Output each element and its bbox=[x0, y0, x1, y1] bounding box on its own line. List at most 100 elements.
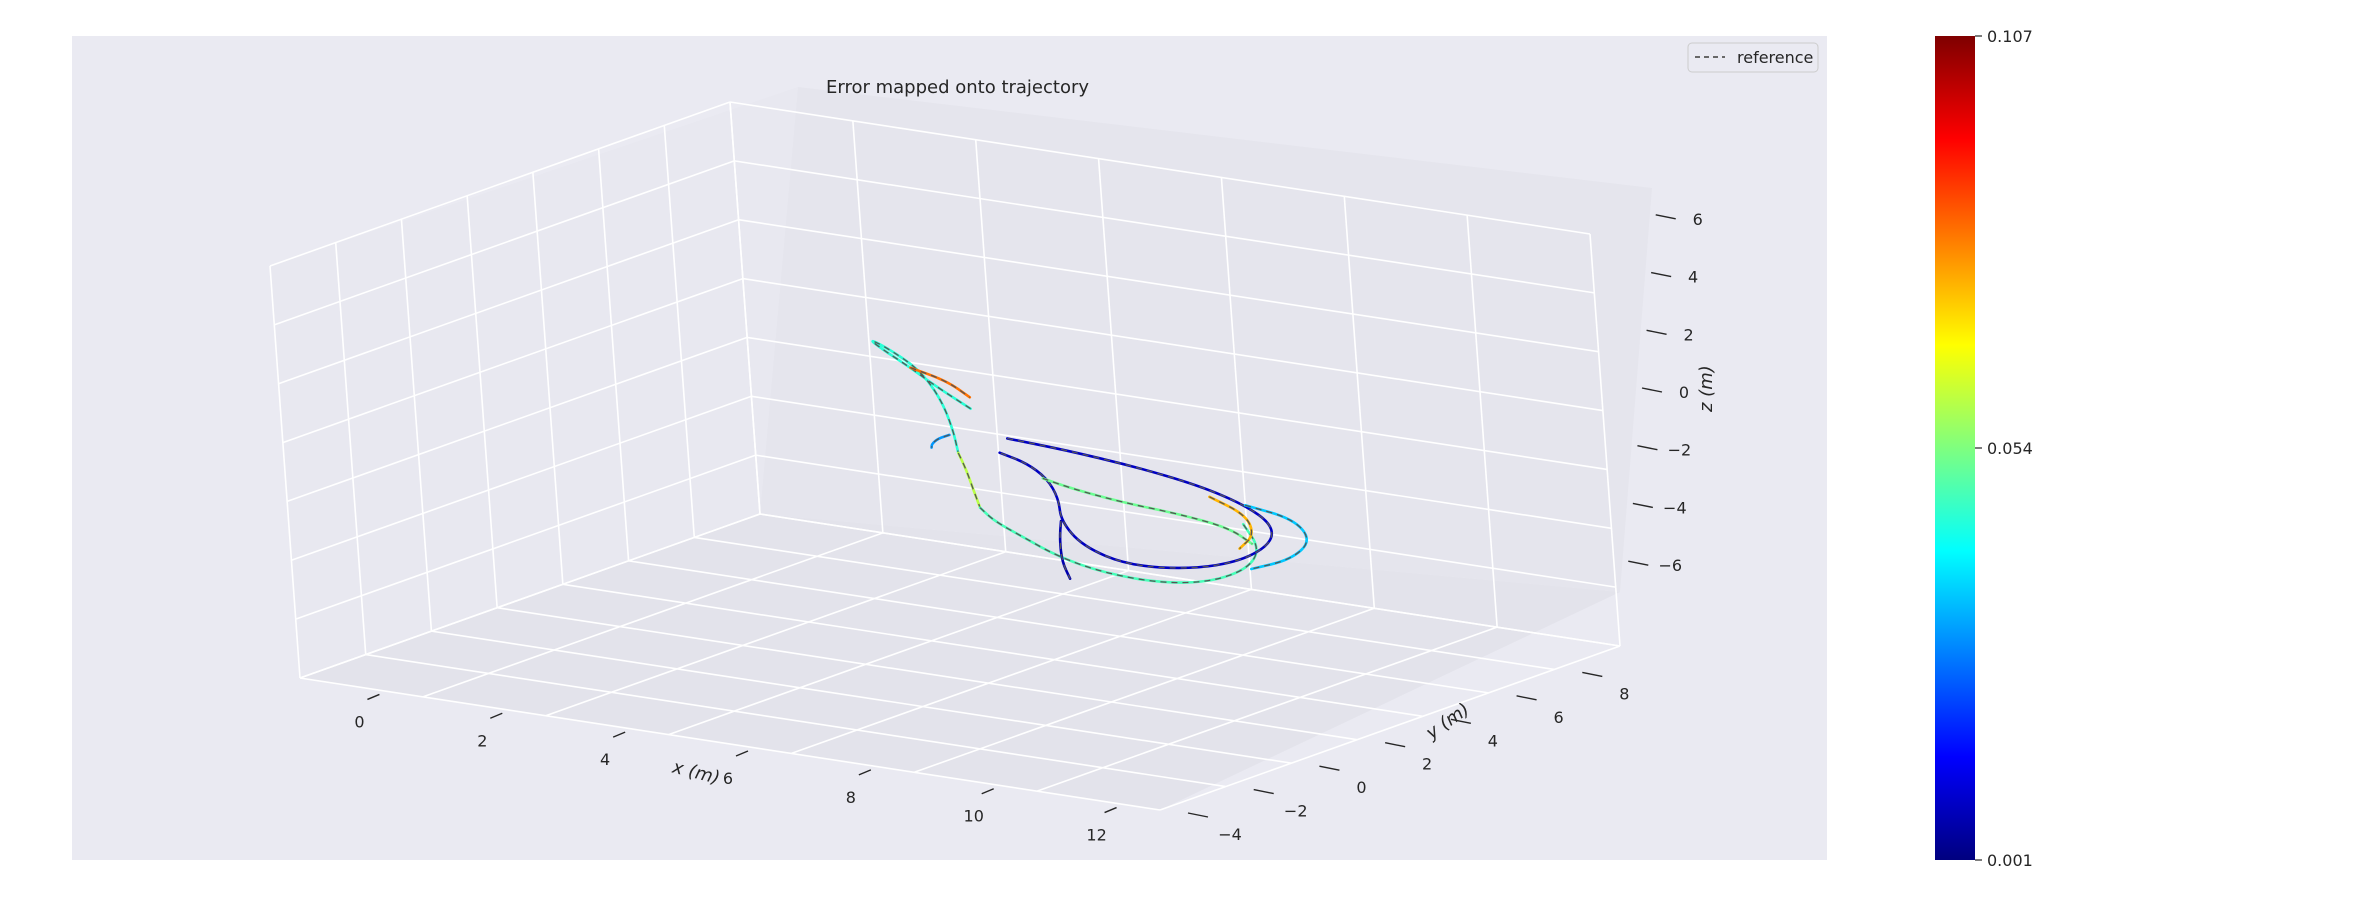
grid-lines bbox=[269, 101, 1621, 811]
back-wall-grid-z bbox=[755, 454, 1616, 588]
z-axis-label: z (m) bbox=[1696, 365, 1717, 413]
y-tick-label: 0 bbox=[1356, 778, 1366, 797]
left-wall-grid-z bbox=[269, 101, 731, 267]
legend: reference bbox=[1687, 42, 1819, 73]
reference-segment-outer-loop-a bbox=[872, 340, 971, 454]
back-wall-grid-x bbox=[1466, 215, 1498, 628]
x-tick-mark bbox=[612, 731, 626, 738]
z-tick-label: −4 bbox=[1663, 498, 1687, 517]
y-tick-mark bbox=[1450, 718, 1471, 724]
x-tick-mark bbox=[1104, 806, 1117, 814]
z-tick-label: 6 bbox=[1693, 210, 1703, 229]
reference-segment-blue-loop bbox=[999, 437, 1273, 569]
colorbar-label-mid: 0.054 bbox=[1987, 439, 2033, 458]
x-tick-mark bbox=[735, 750, 749, 757]
floor-grid-x bbox=[545, 550, 1006, 717]
z-tick-mark bbox=[1637, 445, 1658, 451]
floor-grid-x bbox=[914, 607, 1375, 774]
x-tick-label: 2 bbox=[477, 731, 487, 750]
back-pane-right bbox=[760, 87, 1652, 592]
x-tick-mark bbox=[981, 788, 994, 795]
y-axis-ticks: −4 −2 0 2 4 6 8 bbox=[1187, 671, 1629, 844]
reference-segment-inner-green bbox=[1042, 477, 1253, 545]
y-tick-mark bbox=[1187, 812, 1209, 818]
left-wall-grid-y bbox=[269, 265, 301, 679]
y-tick-mark bbox=[1319, 765, 1340, 771]
trajectory bbox=[871, 339, 1308, 584]
back-wall-grid-z bbox=[751, 395, 1612, 530]
legend-box bbox=[1687, 42, 1819, 73]
reference-segment-left-hook bbox=[930, 434, 950, 448]
x-tick-mark bbox=[367, 693, 380, 701]
floor-grid-y bbox=[628, 560, 1489, 694]
x-tick-label: 10 bbox=[964, 807, 984, 826]
back-wall-grid-z bbox=[734, 160, 1595, 294]
floor-grid-y bbox=[694, 536, 1555, 671]
x-tick-label: 4 bbox=[600, 750, 610, 769]
left-wall-grid-z bbox=[299, 513, 761, 679]
z-tick-label: 2 bbox=[1683, 325, 1693, 344]
x-tick-mark bbox=[490, 712, 503, 719]
floor-grid-y bbox=[562, 583, 1423, 718]
reference-segment-outer-loop-hot bbox=[910, 367, 971, 398]
x-tick-label: 12 bbox=[1086, 826, 1106, 845]
back-wall-grid-x bbox=[974, 139, 1007, 552]
y-tick-label: 8 bbox=[1619, 684, 1629, 703]
x-tick-label: 0 bbox=[354, 712, 364, 731]
reference-segment-lower-loop bbox=[979, 507, 1258, 584]
floor-pane bbox=[300, 514, 1620, 810]
y-tick-label: 4 bbox=[1488, 731, 1498, 750]
back-wall-grid-z bbox=[747, 336, 1608, 471]
reference-segment-cyan-right bbox=[1245, 504, 1308, 570]
legend-reference-label: reference bbox=[1737, 48, 1813, 67]
floor-grid-x bbox=[1159, 645, 1621, 811]
floor-grid-x bbox=[791, 588, 1252, 755]
floor-grid-y bbox=[497, 606, 1358, 741]
z-tick-mark bbox=[1628, 560, 1649, 566]
reference-segment-blue-dip bbox=[1059, 520, 1071, 579]
reference-segment-orange-right bbox=[1209, 496, 1253, 550]
left-wall-grid-y bbox=[532, 172, 564, 585]
left-wall-grid-y bbox=[334, 242, 367, 655]
back-wall-grid-x bbox=[1343, 196, 1376, 609]
back-wall-grid-z bbox=[729, 101, 1591, 235]
colorbar: 0.107 0.054 0.001 bbox=[1935, 27, 2033, 870]
colorbar-label-max: 0.107 bbox=[1987, 27, 2033, 46]
left-wall-grid-y bbox=[400, 219, 433, 632]
chart-title: Error mapped onto trajectory bbox=[826, 77, 1089, 98]
y-tick-mark bbox=[1516, 695, 1537, 701]
reference-segment-descent bbox=[957, 452, 981, 508]
y-tick-label: 2 bbox=[1422, 755, 1432, 774]
z-tick-mark bbox=[1632, 502, 1653, 509]
back-wall-grid-x bbox=[852, 120, 884, 533]
y-tick-mark bbox=[1582, 671, 1603, 678]
left-wall-grid-y bbox=[663, 125, 696, 538]
left-wall-grid-z bbox=[274, 160, 735, 326]
y-tick-label: −4 bbox=[1218, 825, 1242, 844]
x-tick-mark bbox=[858, 769, 872, 776]
left-wall-grid-y bbox=[597, 148, 630, 561]
x-tick-label: 8 bbox=[846, 788, 856, 807]
left-wall-grid-z bbox=[291, 395, 752, 562]
back-wall-grid-z bbox=[742, 277, 1603, 412]
left-wall-grid-y bbox=[466, 195, 498, 608]
z-tick-mark bbox=[1651, 271, 1672, 278]
left-wall-grid-z bbox=[286, 336, 748, 503]
floor-grid-y bbox=[365, 653, 1226, 788]
floor-grid-x bbox=[668, 569, 1129, 736]
left-wall-grid-z bbox=[282, 277, 744, 444]
left-wall-grid-z bbox=[295, 454, 756, 620]
floor-grid-x bbox=[422, 532, 884, 698]
colorbar-bar bbox=[1935, 36, 1975, 860]
floor-grid-x bbox=[1036, 626, 1498, 792]
y-tick-label: 6 bbox=[1553, 708, 1563, 727]
floor-grid-y bbox=[431, 630, 1292, 764]
y-tick-label: −2 bbox=[1284, 802, 1308, 821]
z-tick-label: −2 bbox=[1668, 441, 1692, 460]
y-tick-mark bbox=[1253, 788, 1274, 795]
y-tick-mark bbox=[1385, 742, 1406, 748]
z-axis-ticks: 6 4 2 0 −2 −4 −6 bbox=[1628, 210, 1703, 575]
back-wall-grid-z bbox=[759, 513, 1621, 647]
x-axis-ticks: 0 2 4 6 8 10 12 bbox=[354, 693, 1117, 845]
back-wall-grid-z bbox=[738, 218, 1599, 353]
